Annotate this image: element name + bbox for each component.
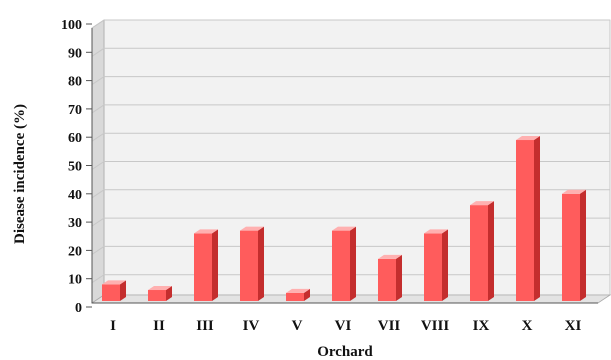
x-tick-label: V: [292, 318, 303, 334]
bar-side: [304, 288, 310, 301]
grid-line: [91, 76, 610, 86]
bar: [332, 230, 350, 301]
bar-group: [332, 226, 356, 301]
bar-top: [332, 226, 356, 231]
x-axis-label: Orchard: [317, 344, 373, 360]
bar-side: [442, 229, 448, 301]
y-tick-label: 100: [61, 18, 82, 33]
bar: [102, 284, 120, 301]
side-wall: [91, 19, 105, 304]
y-tick-label: 0: [75, 301, 82, 316]
x-tick-label: IX: [473, 318, 490, 334]
bar-top: [424, 229, 448, 234]
bar-group: [286, 288, 310, 301]
x-tick-label: X: [522, 318, 533, 334]
bar-side: [488, 201, 494, 301]
bar: [194, 233, 212, 301]
bar: [516, 140, 534, 301]
y-tick-label: 60: [68, 131, 82, 146]
bar-side: [258, 226, 264, 301]
bar-side: [166, 286, 172, 301]
y-tick-labels: 0 10 20 30 40 50 60 70 80 90 100: [61, 18, 82, 316]
bar-side: [534, 136, 540, 301]
y-tick-label: 90: [68, 46, 82, 61]
bar: [378, 258, 396, 301]
bar-top: [102, 280, 126, 285]
y-tick-label: 20: [68, 244, 82, 259]
bar-group: [240, 226, 264, 301]
bar-top: [470, 201, 494, 206]
bar-top: [378, 254, 402, 259]
y-tick-label: 30: [68, 216, 82, 231]
bar-group: [378, 254, 402, 301]
x-tick-label: VI: [335, 318, 352, 334]
bar-group: [148, 286, 172, 301]
bar-group: [194, 229, 218, 301]
bar-side: [120, 280, 126, 301]
y-tick-label: 10: [68, 273, 82, 288]
x-tick-label: VIII: [421, 318, 450, 334]
grid-line: [91, 132, 610, 142]
grid-lines: [86, 19, 610, 308]
bars: [102, 136, 586, 301]
bar-side: [580, 189, 586, 301]
bar-group: [424, 229, 448, 301]
x-tick-label: IV: [243, 318, 260, 334]
y-axis-label: Disease incidence (%): [12, 104, 28, 244]
bar: [286, 292, 304, 301]
bar: [424, 233, 442, 301]
bar-side: [212, 229, 218, 301]
bar: [240, 230, 258, 301]
bar: [562, 193, 580, 301]
bar-top: [562, 189, 586, 194]
x-tick-label: I: [110, 318, 116, 334]
bar-top: [240, 226, 264, 231]
bar-top: [286, 288, 310, 293]
bar-group: [516, 136, 540, 301]
grid-line: [91, 19, 610, 29]
grid-line: [91, 217, 610, 227]
x-tick-label: III: [196, 318, 214, 334]
bar-side: [350, 226, 356, 301]
y-tick-label: 50: [68, 160, 82, 175]
bar: [148, 290, 166, 301]
y-tick-label: 80: [68, 75, 82, 90]
y-tick-label: 70: [68, 103, 82, 118]
grid-line: [91, 189, 610, 199]
bar-top: [148, 286, 172, 291]
bar-group: [470, 201, 494, 301]
grid-line: [91, 161, 610, 170]
bar-side: [396, 254, 402, 301]
x-tick-label: XI: [565, 318, 582, 334]
bar: [470, 205, 488, 301]
x-tick-label: II: [153, 318, 165, 334]
x-tick-label: VII: [378, 318, 401, 334]
x-tick-labels: I II III IV V VI VII VIII IX X XI: [110, 318, 581, 334]
bar-group: [102, 280, 126, 301]
y-tick-label: 40: [68, 188, 82, 203]
bar-top: [516, 136, 540, 141]
grid-line: [91, 47, 610, 57]
bar-group: [562, 189, 586, 301]
bar-top: [194, 229, 218, 234]
grid-line: [91, 104, 610, 114]
